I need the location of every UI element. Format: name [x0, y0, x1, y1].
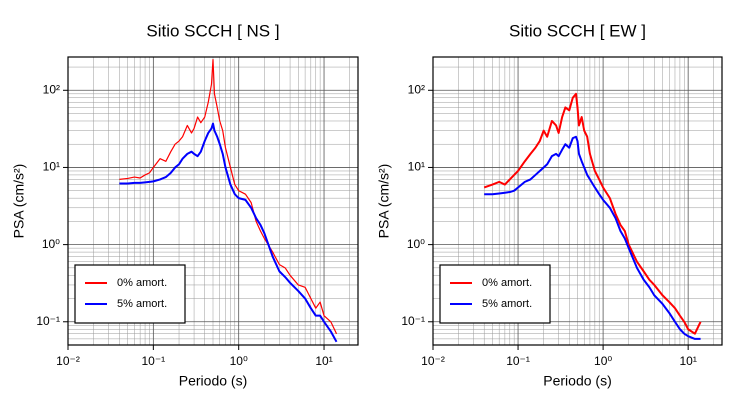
legend-label: 5% amort.	[117, 298, 167, 310]
y-tick-label: 10⁻¹	[401, 314, 425, 328]
x-tick-label: 10⁰	[230, 354, 248, 368]
x-tick-label: 10¹	[315, 354, 332, 368]
legend-label: 5% amort.	[482, 298, 532, 310]
chart-title: Sitio SCCH [ EW ]	[509, 21, 646, 40]
x-tick-label: 10⁻¹	[142, 354, 166, 368]
series-line	[484, 135, 701, 340]
plot-frame	[67, 56, 359, 346]
chart-title: Sitio SCCH [ NS ]	[146, 21, 279, 40]
x-tick-label: 10⁻²	[56, 354, 80, 368]
x-tick-label: 10⁻²	[421, 354, 445, 368]
y-tick-label: 10²	[43, 82, 60, 96]
y-tick-label: 10⁰	[407, 237, 425, 251]
series-line	[483, 92, 702, 335]
legend-label: 0% amort.	[117, 277, 167, 289]
x-tick-label: 10⁻¹	[506, 354, 530, 368]
y-tick-label: 10¹	[43, 160, 60, 174]
plot-frame	[432, 56, 723, 346]
x-axis-label: Periodo (s)	[179, 373, 247, 389]
legend-label: 0% amort.	[482, 277, 532, 289]
legend-box	[439, 264, 551, 324]
x-tick-label: 10⁰	[594, 354, 612, 368]
y-axis-label: PSA (cm/s²)	[376, 164, 392, 239]
x-axis-label: Periodo (s)	[543, 373, 611, 389]
y-tick-label: 10¹	[408, 160, 425, 174]
legend-box	[74, 264, 186, 324]
y-tick-label: 10⁰	[42, 237, 60, 251]
y-tick-label: 10⁻¹	[36, 314, 60, 328]
y-tick-label: 10²	[408, 82, 425, 96]
series-line	[119, 122, 338, 343]
series-line	[119, 58, 338, 334]
y-axis-label: PSA (cm/s²)	[11, 164, 27, 239]
x-tick-label: 10¹	[679, 354, 696, 368]
